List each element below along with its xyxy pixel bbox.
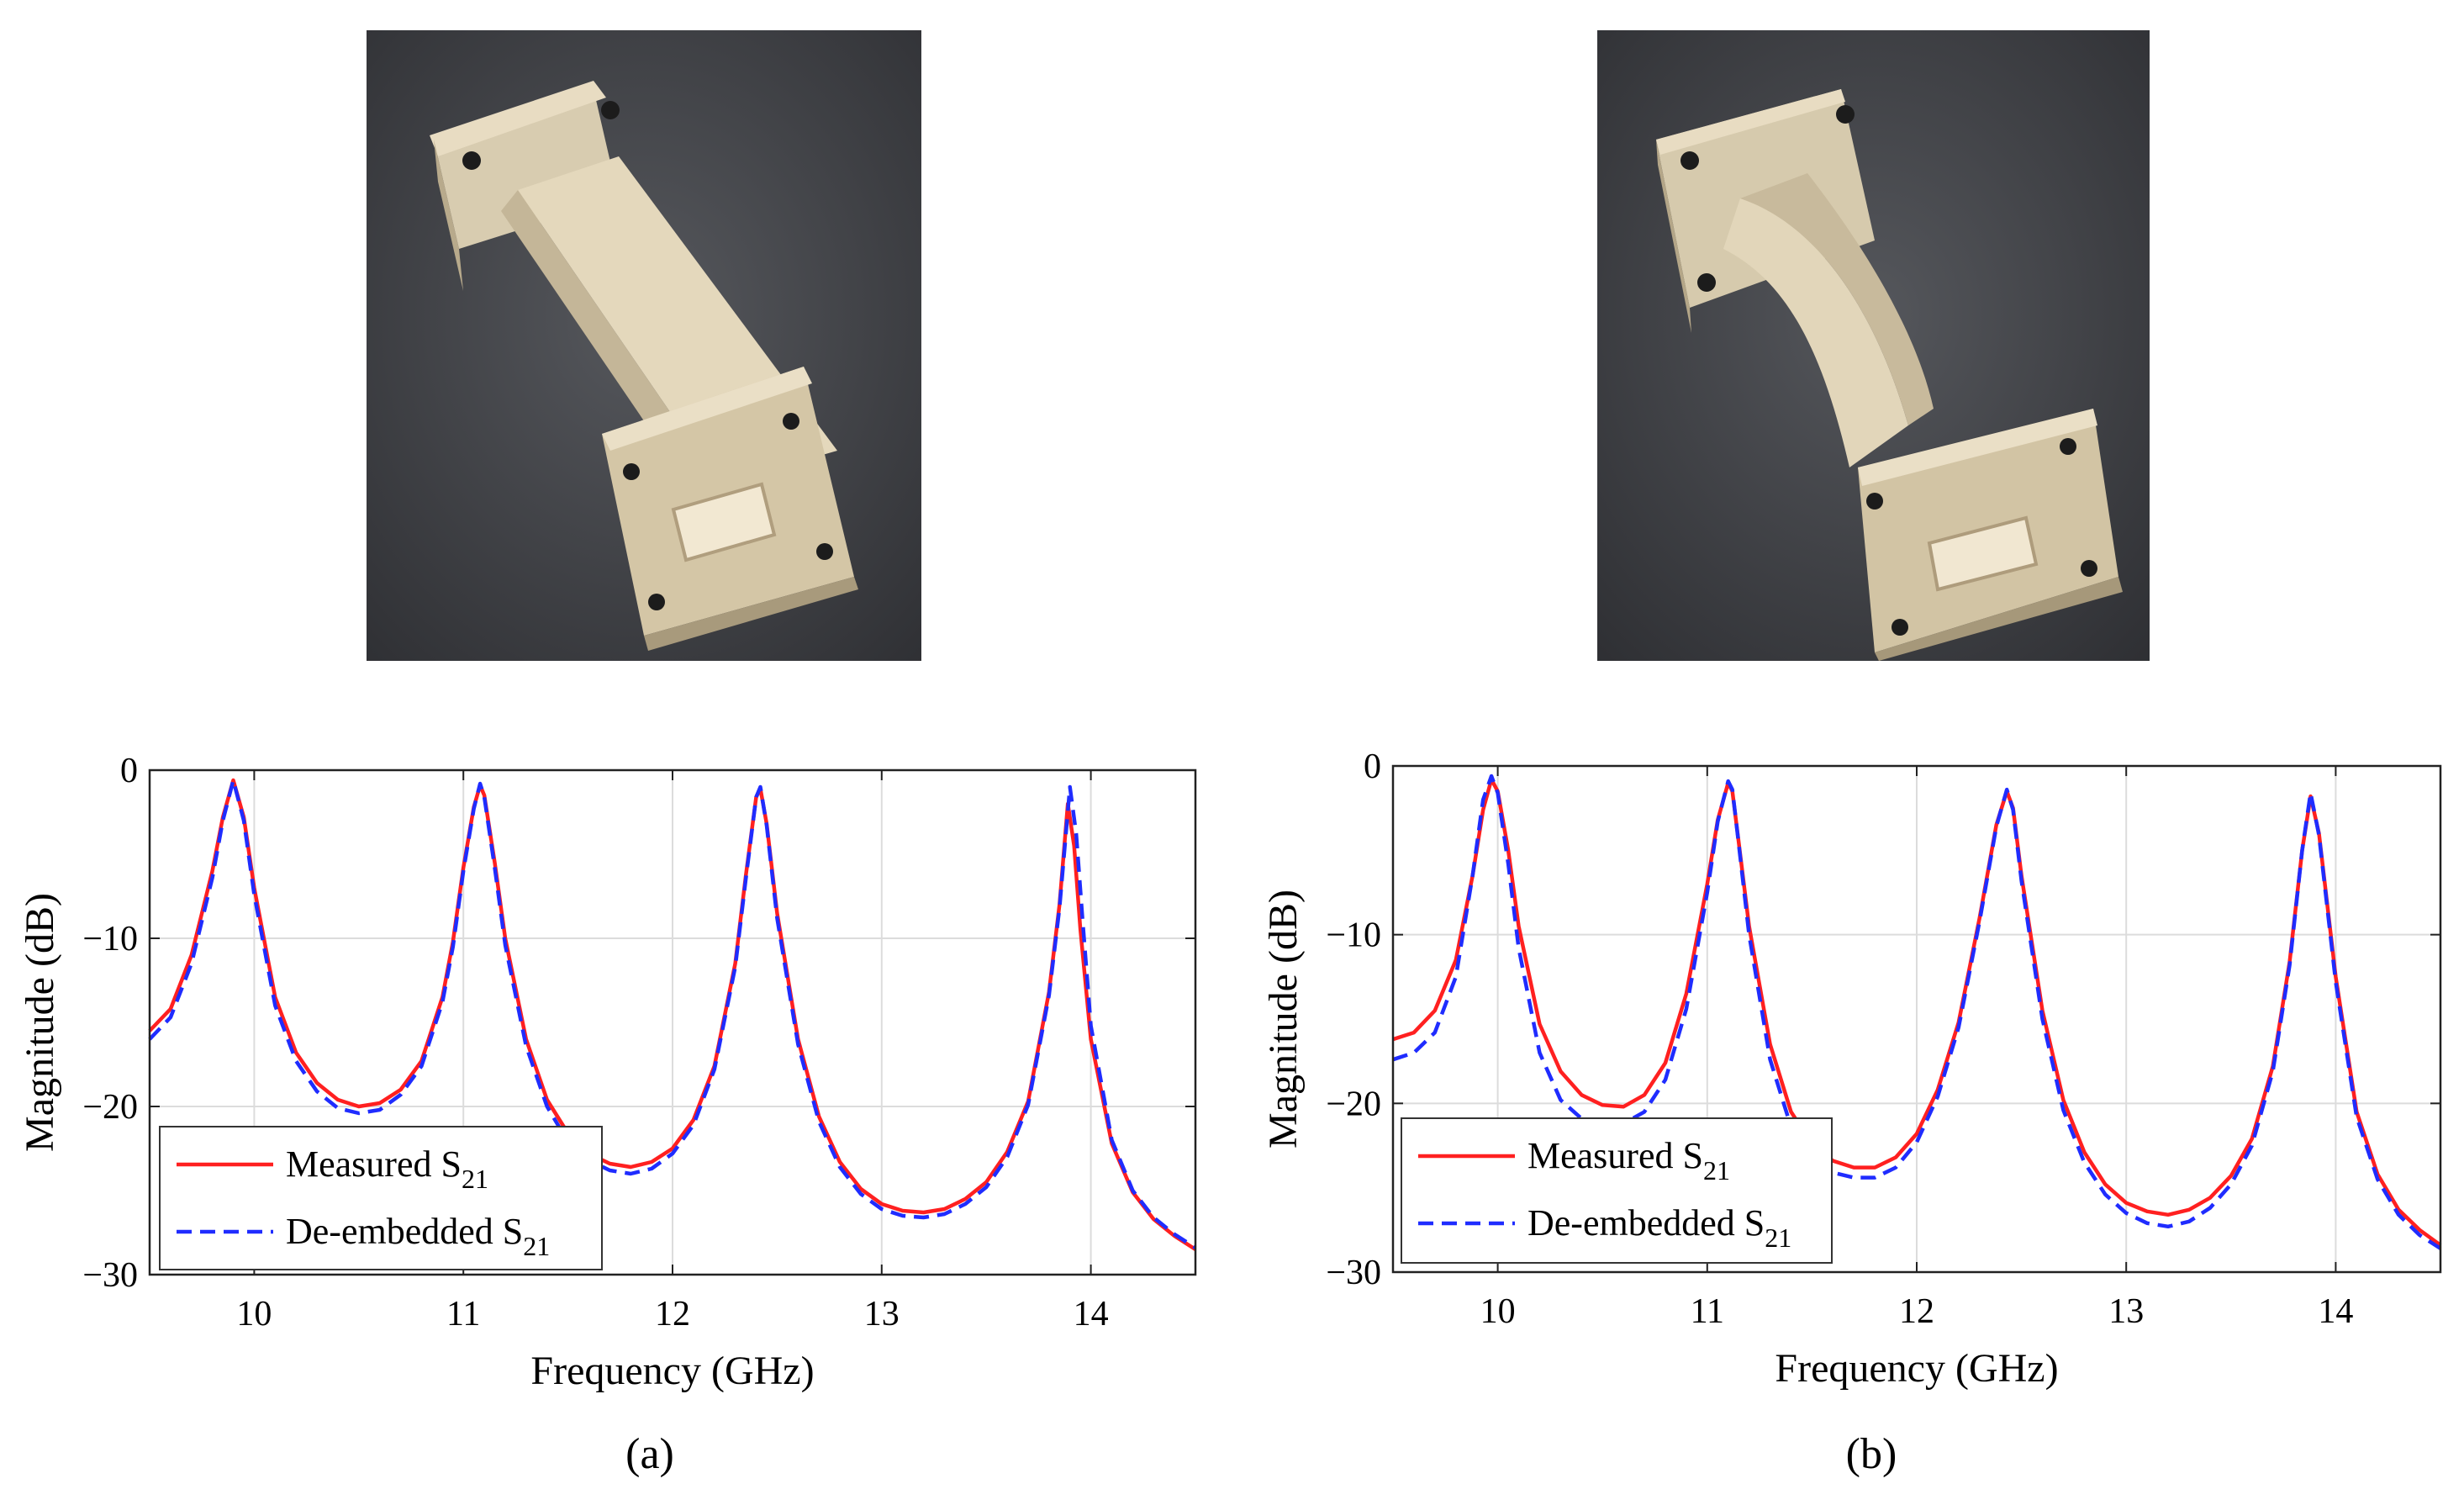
- chart-b-legend-label-deembedded: De-embedded S21: [1527, 1202, 1791, 1253]
- chart-a-series-measured-line: [148, 778, 1197, 1251]
- chart-b-legend: [1401, 1117, 1833, 1264]
- chart-b-legend-label-measured: Measured S21: [1527, 1135, 1730, 1186]
- chart-a-ytick-label: −20: [82, 1088, 138, 1127]
- chart-b-ytick-label: −20: [1326, 1085, 1381, 1123]
- chart-a-legend: [159, 1126, 603, 1270]
- chart-a-xlabel: Frequency (GHz): [530, 1349, 814, 1393]
- chart-a-xtick-label: 13: [864, 1295, 900, 1333]
- chart-b-xtick-label: 14: [2318, 1292, 2353, 1331]
- chart-a-ytick-label: −30: [82, 1256, 138, 1295]
- chart-b-xlabel: Frequency (GHz): [1775, 1346, 2058, 1391]
- chart-a-ytick-label: −10: [82, 920, 138, 958]
- waveguide-twisted-photo: [1597, 30, 2150, 661]
- caption-a: (a): [625, 1430, 674, 1478]
- chart-b-xtick-label: 12: [1899, 1292, 1934, 1331]
- chart-b-ytick-label: −30: [1326, 1254, 1381, 1292]
- chart-b-series-deembedded-line: [1392, 774, 2442, 1250]
- chart-a-legend-label-deembedded: De-embedded S21: [286, 1211, 550, 1261]
- chart-a-xtick-label: 12: [655, 1295, 690, 1333]
- chart-b-xtick-label: 10: [1480, 1292, 1516, 1331]
- chart-a-legend-label-measured: Measured S21: [286, 1143, 488, 1194]
- chart-a-xtick-label: 14: [1074, 1295, 1109, 1333]
- chart-a-series-deembedded-line: [148, 778, 1197, 1249]
- waveguide-straight-photo: [367, 30, 921, 661]
- chart-a-ytick-label: 0: [120, 752, 138, 790]
- chart-b-ytick-label: 0: [1364, 747, 1381, 786]
- chart-b-xtick-label: 13: [2108, 1292, 2144, 1331]
- chart-a-xtick-label: 11: [446, 1295, 480, 1333]
- chart-a-ylabel: Magnitude (dB): [18, 893, 62, 1152]
- caption-b: (b): [1845, 1430, 1897, 1478]
- chart-b-xtick-label: 11: [1691, 1292, 1724, 1331]
- chart-b-ylabel: Magnitude (dB): [1261, 890, 1306, 1149]
- chart-b-ytick-label: −10: [1326, 916, 1381, 955]
- chart-a-xtick-label: 10: [236, 1295, 272, 1333]
